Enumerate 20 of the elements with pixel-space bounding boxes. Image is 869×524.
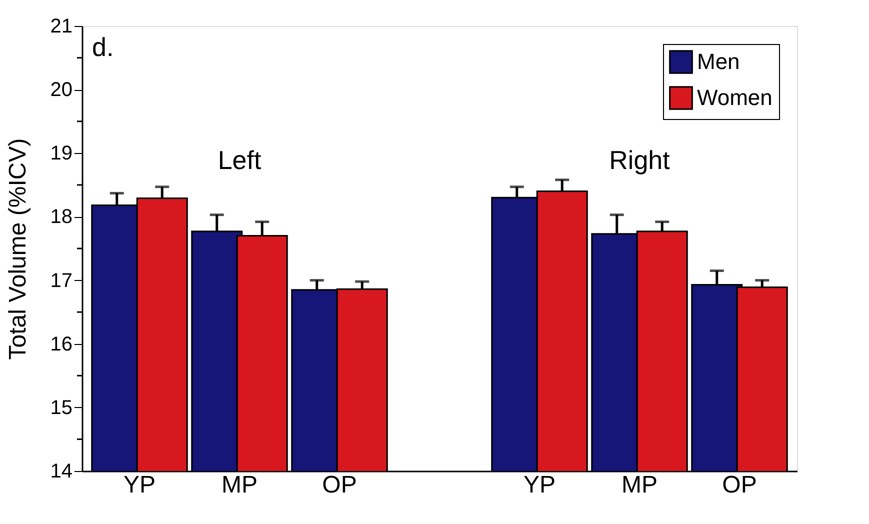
legend-label: Men xyxy=(697,49,740,74)
y-tick-label: 17 xyxy=(50,270,72,292)
legend-label: Women xyxy=(697,85,772,110)
y-axis-title: Total Volume (%ICV) xyxy=(4,138,32,360)
x-tick-label: MP xyxy=(222,472,258,498)
x-tick-label: OP xyxy=(722,472,757,498)
y-tick-label: 15 xyxy=(50,396,72,419)
x-tick-label: MP xyxy=(622,472,658,498)
y-tick-label: 19 xyxy=(50,142,72,165)
x-tick-label: OP xyxy=(322,472,357,498)
y-tick-label: 20 xyxy=(50,79,72,102)
y-tick-label: 21 xyxy=(50,16,72,38)
y-tick-label: 14 xyxy=(50,460,72,482)
annotation: Left xyxy=(218,145,262,175)
x-tick-label: YP xyxy=(123,472,156,498)
annotation: Right xyxy=(609,145,671,175)
y-tick-label: 18 xyxy=(50,206,72,228)
x-tick-label: YP xyxy=(523,472,556,498)
annotation: d. xyxy=(92,32,114,62)
y-tick-label: 16 xyxy=(50,333,72,356)
